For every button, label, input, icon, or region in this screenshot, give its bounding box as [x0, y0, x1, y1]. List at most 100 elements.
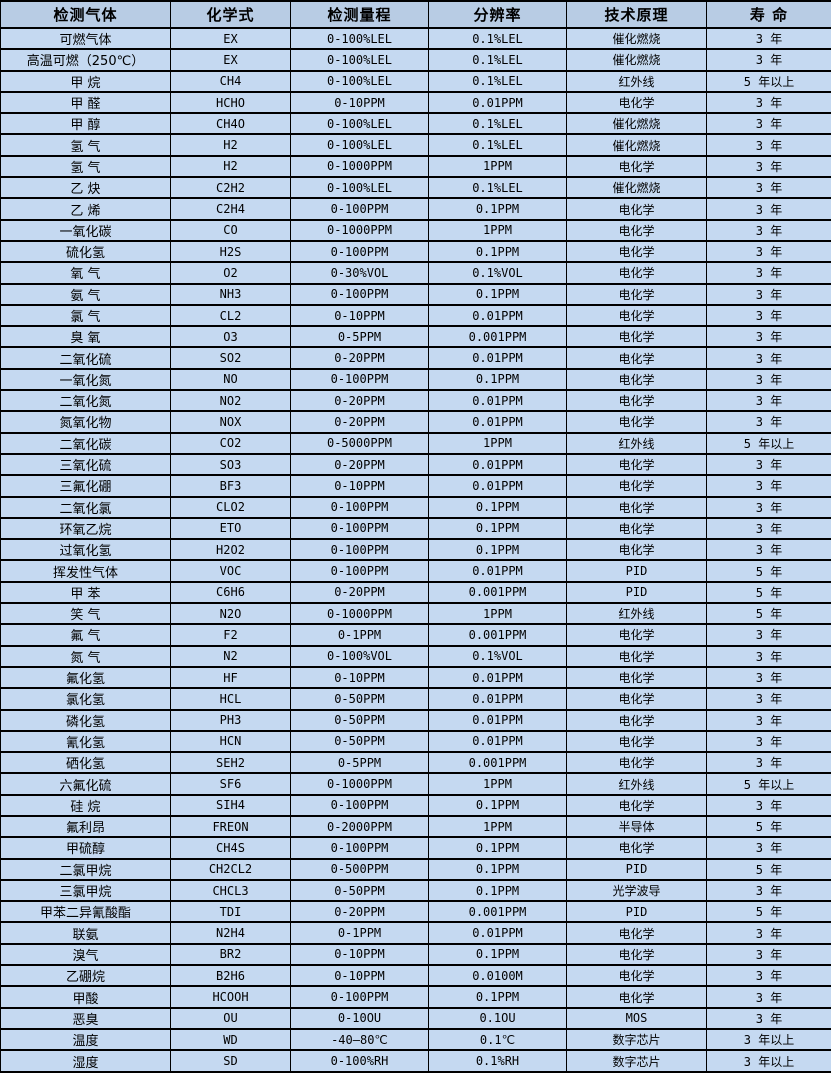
cell-chemical-formula: BR2	[170, 942, 291, 967]
table-row: 硒化氢 SEH2 0-5PPM 0.001PPM 电化学 3 年	[0, 751, 831, 775]
cell-lifespan: 3 年以上	[706, 1027, 831, 1052]
cell-technology: 催化燃烧	[566, 48, 707, 72]
cell-technology: 电化学	[566, 942, 707, 967]
cell-chemical-formula: H2	[170, 154, 291, 179]
table-row: 甲 醇 CH4O 0-100%LEL 0.1%LEL 催化燃烧 3 年	[0, 112, 831, 136]
cell-technology: 电化学	[566, 154, 707, 179]
column-header-technology: 技术原理	[566, 0, 707, 29]
table-row: 甲酸 HCOOH 0-100PPM 0.1PPM 电化学 3 年	[0, 985, 831, 1009]
cell-lifespan: 3 年	[706, 303, 831, 328]
cell-technology: 电化学	[566, 474, 707, 498]
cell-chemical-formula: CHCL3	[170, 878, 291, 903]
cell-lifespan: 3 年	[706, 474, 831, 498]
cell-detection-range: 0-50PPM	[290, 878, 429, 903]
cell-chemical-formula: NOX	[170, 410, 291, 434]
cell-gas-name: 二氯甲烷	[0, 857, 171, 881]
cell-resolution: 0.1PPM	[428, 985, 567, 1009]
table-row: 环氧乙烷 ETO 0-100PPM 0.1PPM 电化学 3 年	[0, 516, 831, 541]
cell-technology: 电化学	[566, 218, 707, 242]
cell-chemical-formula: C2H2	[170, 176, 291, 200]
cell-resolution: 0.01PPM	[428, 665, 567, 690]
cell-resolution: 0.1%LEL	[428, 26, 567, 51]
cell-technology: 电化学	[566, 261, 707, 285]
cell-gas-name: 氮 气	[0, 644, 171, 668]
cell-detection-range: 0-100PPM	[290, 239, 429, 264]
cell-gas-name: 氟 气	[0, 623, 171, 647]
cell-gas-name: 二氧化碳	[0, 431, 171, 455]
cell-detection-range: 0-10PPM	[290, 474, 429, 498]
cell-chemical-formula: NO	[170, 367, 291, 392]
cell-gas-name: 六氟化硫	[0, 772, 171, 796]
cell-lifespan: 3 年	[706, 921, 831, 945]
cell-lifespan: 3 年	[706, 367, 831, 392]
cell-gas-name: 磷化氢	[0, 708, 171, 732]
table-row: 笑 气 N2O 0-1000PPM 1PPM 红外线 5 年	[0, 602, 831, 626]
cell-resolution: 0.1OU	[428, 1006, 567, 1030]
cell-resolution: 0.1%LEL	[428, 112, 567, 136]
cell-detection-range: 0-10PPM	[290, 964, 429, 988]
cell-chemical-formula: HCOOH	[170, 985, 291, 1009]
cell-lifespan: 3 年	[706, 282, 831, 306]
cell-technology: 电化学	[566, 729, 707, 754]
table-row: 甲硫醇 CH4S 0-100PPM 0.1PPM 电化学 3 年	[0, 836, 831, 860]
cell-lifespan: 3 年	[706, 516, 831, 541]
cell-technology: 数字芯片	[566, 1027, 707, 1052]
cell-resolution: 0.1%LEL	[428, 69, 567, 93]
cell-lifespan: 3 年	[706, 793, 831, 817]
table-row: 过氧化氢 H2O2 0-100PPM 0.1PPM 电化学 3 年	[0, 538, 831, 562]
cell-lifespan: 5 年	[706, 559, 831, 583]
cell-detection-range: 0-100PPM	[290, 793, 429, 817]
cell-gas-name: 过氧化氢	[0, 538, 171, 562]
cell-detection-range: 0-1PPM	[290, 921, 429, 945]
cell-lifespan: 3 年	[706, 218, 831, 242]
cell-chemical-formula: O2	[170, 261, 291, 285]
cell-detection-range: 0-30%VOL	[290, 261, 429, 285]
cell-detection-range: 0-50PPM	[290, 687, 429, 711]
cell-gas-name: 乙硼烷	[0, 964, 171, 988]
cell-chemical-formula: EX	[170, 48, 291, 72]
cell-gas-name: 甲硫醇	[0, 836, 171, 860]
cell-resolution: 0.1%VOL	[428, 261, 567, 285]
cell-resolution: 0.1%LEL	[428, 133, 567, 157]
cell-lifespan: 5 年	[706, 900, 831, 924]
cell-detection-range: 0-10PPM	[290, 665, 429, 690]
cell-lifespan: 3 年	[706, 346, 831, 370]
cell-lifespan: 3 年	[706, 644, 831, 668]
cell-lifespan: 3 年	[706, 708, 831, 732]
table-row: 三氯甲烷 CHCL3 0-50PPM 0.1PPM 光学波导 3 年	[0, 878, 831, 903]
table-body: 可燃气体 EX 0-100%LEL 0.1%LEL 催化燃烧 3 年高温可燃（250℃） E…	[0, 26, 831, 1073]
cell-detection-range: 0-100PPM	[290, 516, 429, 541]
cell-detection-range: 0-10PPM	[290, 303, 429, 328]
table-row: 氨 气 NH3 0-100PPM 0.1PPM 电化学 3 年	[0, 282, 831, 306]
cell-detection-range: 0-1000PPM	[290, 218, 429, 242]
cell-resolution: 0.1%VOL	[428, 644, 567, 668]
table-row: 六氟化硫 SF6 0-1000PPM 1PPM 红外线 5 年以上	[0, 772, 831, 796]
cell-chemical-formula: H2	[170, 133, 291, 157]
cell-resolution: 0.01PPM	[428, 90, 567, 115]
cell-lifespan: 3 年	[706, 964, 831, 988]
cell-lifespan: 3 年	[706, 197, 831, 221]
cell-lifespan: 3 年	[706, 239, 831, 264]
table-row: 三氧化硫 SO3 0-20PPM 0.01PPM 电化学 3 年	[0, 452, 831, 477]
table-row: 氮 气 N2 0-100%VOL 0.1%VOL 电化学 3 年	[0, 644, 831, 668]
cell-detection-range: 0-1000PPM	[290, 154, 429, 179]
table-row: 二氧化氮 NO2 0-20PPM 0.01PPM 电化学 3 年	[0, 389, 831, 413]
cell-chemical-formula: F2	[170, 623, 291, 647]
cell-detection-range: 0-10OU	[290, 1006, 429, 1030]
cell-lifespan: 3 年	[706, 261, 831, 285]
cell-resolution: 0.01PPM	[428, 921, 567, 945]
cell-technology: 电化学	[566, 708, 707, 732]
table-row: 高温可燃（250℃） EX 0-100%LEL 0.1%LEL 催化燃烧 3 年	[0, 48, 831, 72]
cell-chemical-formula: CH2CL2	[170, 857, 291, 881]
cell-resolution: 0.001PPM	[428, 623, 567, 647]
cell-chemical-formula: EX	[170, 26, 291, 51]
cell-lifespan: 3 年	[706, 665, 831, 690]
table-row: 湿度 SD 0-100%RH 0.1%RH 数字芯片 3 年以上	[0, 1049, 831, 1073]
cell-gas-name: 环氧乙烷	[0, 516, 171, 541]
cell-detection-range: 0-1000PPM	[290, 772, 429, 796]
cell-detection-range: 0-20PPM	[290, 452, 429, 477]
cell-lifespan: 3 年	[706, 1006, 831, 1030]
cell-lifespan: 3 年	[706, 878, 831, 903]
cell-technology: 电化学	[566, 623, 707, 647]
cell-lifespan: 5 年以上	[706, 772, 831, 796]
